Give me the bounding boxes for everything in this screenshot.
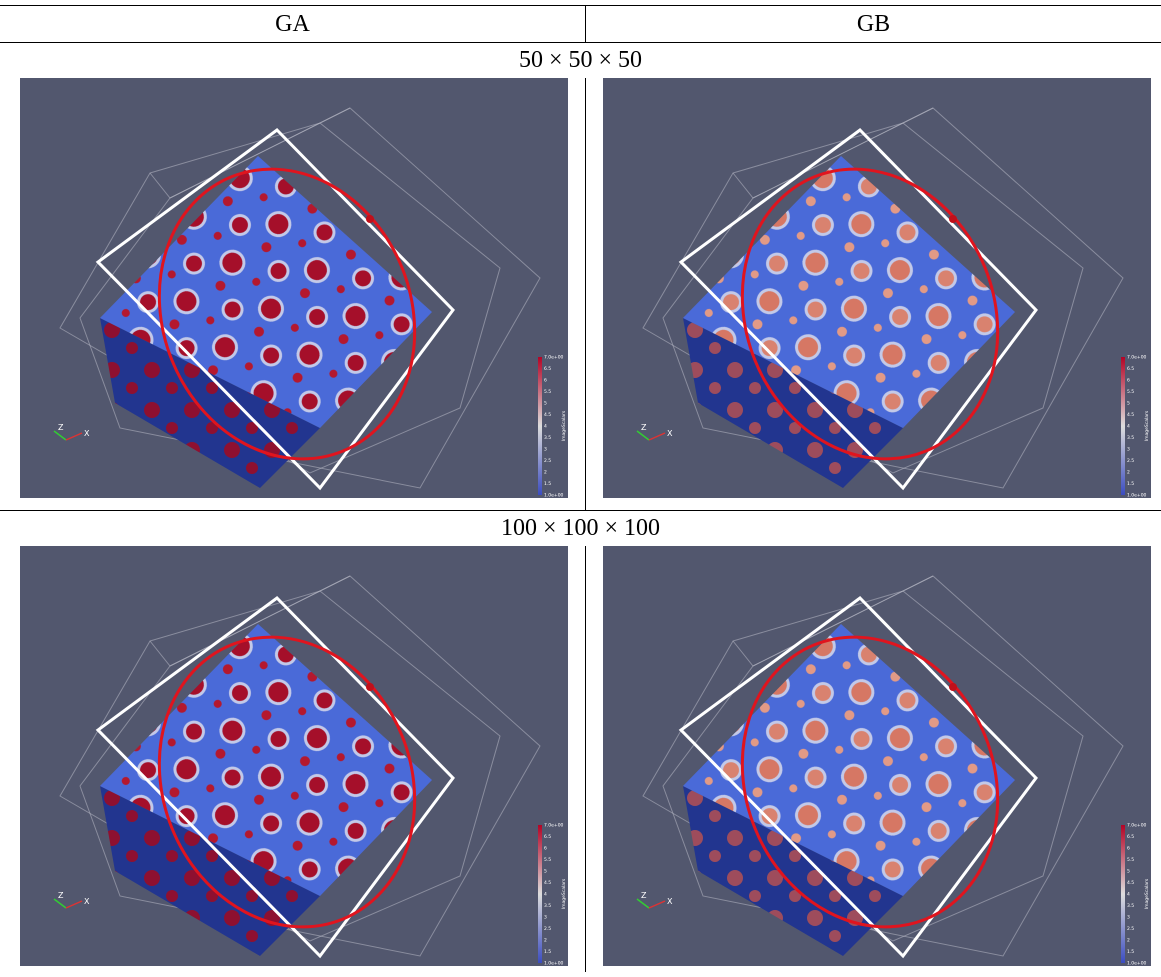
colorbar-tick-label: 3.5: [1127, 903, 1134, 909]
colorbar-tick-label: 5: [544, 401, 547, 407]
colorbar-tick-label: 2.5: [1127, 926, 1134, 932]
colorbar-tick-label: 4: [544, 892, 547, 898]
colorbar-tick-label: 5: [544, 869, 547, 875]
colorbar-tick-label: 1.5: [1127, 949, 1134, 955]
colorbar-tick-label: 6.5: [1127, 834, 1134, 840]
colorbar-tick-label: 6.5: [544, 834, 551, 840]
colorbar-tick-label: 5.5: [544, 857, 551, 863]
render-image: 7.0e+00 6.5 6 5.5 5 4.5 4 3.5 3 2.5 2 1.5 1.0e+00 Ima…: [603, 78, 1151, 498]
colorbar-title: ImageScalars: [561, 410, 567, 441]
red-handle: [949, 215, 957, 223]
red-handle: [949, 683, 957, 691]
column-header: GB: [586, 6, 1161, 42]
colorbar-tick-label: 1.5: [544, 481, 551, 487]
colorbar-tick-label: 4.5: [1127, 412, 1134, 418]
colorbar: [1121, 825, 1125, 963]
axis-label: Z: [58, 891, 64, 900]
colorbar-tick-label: 7.0e+00: [544, 823, 564, 829]
colorbar-tick-label: 7.0e+00: [1127, 355, 1147, 361]
render-image: 7.0e+00 6.5 6 5.5 5 4.5 4 3.5 3 2.5 2 1.5 1.0e+00 Ima…: [20, 78, 568, 498]
colorbar: [538, 357, 542, 495]
colorbar-tick-label: 6: [544, 378, 547, 384]
colorbar-tick-label: 7.0e+00: [544, 355, 564, 361]
colorbar-tick-label: 3.5: [1127, 435, 1134, 441]
axis-label: X: [84, 897, 90, 906]
page: GA GB 50 × 50 × 50 100 × 100 × 100: [0, 0, 1161, 977]
colorbar-tick-label: 6: [1127, 378, 1130, 384]
rule: [585, 546, 586, 972]
colorbar-tick-label: 3: [544, 915, 547, 921]
colorbar-tick-label: 4.5: [544, 880, 551, 886]
red-handle: [366, 683, 374, 691]
colorbar-tick-label: 3: [1127, 447, 1130, 453]
colorbar-tick-label: 5.5: [1127, 857, 1134, 863]
colorbar-tick-label: 1.0e+00: [1127, 961, 1147, 967]
axis-label: Z: [58, 423, 64, 432]
colorbar-tick-label: 6: [544, 846, 547, 852]
colorbar-tick-label: 4: [1127, 424, 1130, 430]
colorbar-tick-label: 1.0e+00: [1127, 493, 1147, 499]
colorbar-tick-label: 3: [1127, 915, 1130, 921]
colorbar-tick-label: 5.5: [1127, 389, 1134, 395]
axis-label: Z: [641, 423, 647, 432]
colorbar-tick-label: 3.5: [544, 435, 551, 441]
render-image: 7.0e+00 6.5 6 5.5 5 4.5 4 3.5 3 2.5 2 1.5 1.0e+00 Ima…: [603, 546, 1151, 966]
colorbar-tick-label: 6.5: [544, 366, 551, 372]
rule: [585, 78, 586, 510]
axis-label: X: [84, 429, 90, 438]
colorbar: [538, 825, 542, 963]
colorbar-tick-label: 3: [544, 447, 547, 453]
colorbar-tick-label: 1.5: [544, 949, 551, 955]
colorbar-tick-label: 6: [1127, 846, 1130, 852]
colorbar-tick-label: 4.5: [544, 412, 551, 418]
colorbar-tick-label: 2: [1127, 470, 1130, 476]
colorbar-tick-label: 4.5: [1127, 880, 1134, 886]
render-image: 7.0e+00 6.5 6 5.5 5 4.5 4 3.5 3 2.5 2 1.5 1.0e+00 Ima…: [20, 546, 568, 966]
colorbar-tick-label: 5.5: [544, 389, 551, 395]
axis-label: X: [667, 897, 673, 906]
colorbar-tick-label: 1.5: [1127, 481, 1134, 487]
red-handle: [366, 215, 374, 223]
colorbar-tick-label: 2: [544, 470, 547, 476]
colorbar-tick-label: 2.5: [544, 458, 551, 464]
colorbar-tick-label: 2.5: [544, 926, 551, 932]
colorbar: [1121, 357, 1125, 495]
column-header: GA: [0, 6, 585, 42]
colorbar-tick-label: 5: [1127, 401, 1130, 407]
colorbar-title: ImageScalars: [561, 878, 567, 909]
colorbar-tick-label: 2.5: [1127, 458, 1134, 464]
colorbar-tick-label: 6.5: [1127, 366, 1134, 372]
axis-label: X: [667, 429, 673, 438]
colorbar-tick-label: 2: [1127, 938, 1130, 944]
colorbar-tick-label: 4: [1127, 892, 1130, 898]
colorbar-tick-label: 1.0e+00: [544, 961, 564, 967]
colorbar-tick-label: 1.0e+00: [544, 493, 564, 499]
colorbar-title: ImageScalars: [1144, 878, 1150, 909]
colorbar-tick-label: 2: [544, 938, 547, 944]
row-label: 50 × 50 × 50: [0, 42, 1161, 78]
colorbar-tick-label: 7.0e+00: [1127, 823, 1147, 829]
colorbar-tick-label: 5: [1127, 869, 1130, 875]
colorbar-tick-label: 3.5: [544, 903, 551, 909]
colorbar-tick-label: 4: [544, 424, 547, 430]
colorbar-title: ImageScalars: [1144, 410, 1150, 441]
axis-label: Z: [641, 891, 647, 900]
row-label: 100 × 100 × 100: [0, 510, 1161, 546]
